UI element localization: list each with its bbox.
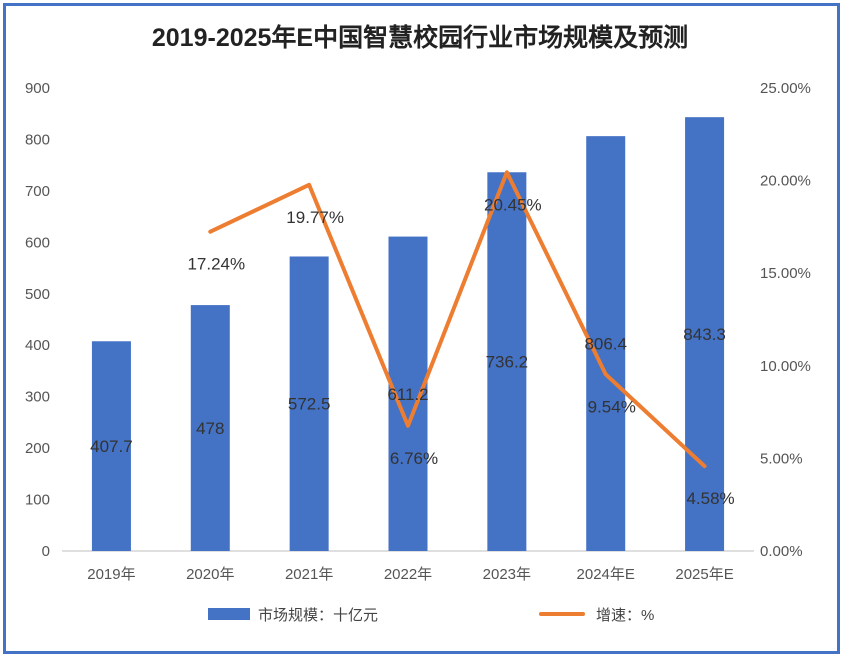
y-left-tick-label: 700 [25,183,50,200]
x-tick-label: 2023年 [483,566,531,583]
y-right-tick-label: 20.00% [760,173,811,190]
x-tick-label: 2025年E [675,566,733,583]
bar-value-label: 478 [196,419,224,438]
growth-value-label: 4.58% [686,489,734,508]
y-right-tick-label: 25.00% [760,80,811,97]
bar-value-label: 806.4 [584,335,627,354]
y-left-tick-label: 100 [25,492,50,509]
x-tick-label: 2022年 [384,566,432,583]
chart-axes: 0 100 200 300 400 500 600 700 800 900 0.00% 5.00% 10… [25,80,811,583]
y-right-tick-label: 0.00% [760,543,803,560]
legend-swatch-bar [208,608,250,620]
bar-series [91,117,725,552]
bar-value-label: 611.2 [387,385,428,404]
bar-value-label: 843.3 [683,325,726,344]
y-left-tick-label: 400 [25,337,50,354]
growth-line [208,170,707,469]
bar-value-label: 736.2 [486,353,529,372]
y-left-tick-label: 800 [25,131,50,148]
y-right-tick-label: 15.00% [760,265,811,282]
bar-value-label: 572.5 [288,395,331,414]
growth-value-label: 6.76% [390,449,438,468]
bar [91,341,131,551]
line-series [208,170,707,469]
chart-title: 2019-2025年E中国智慧校园行业市场规模及预测 [152,23,688,52]
growth-value-label: 20.45% [484,195,542,214]
y-left-tick-label: 600 [25,234,50,251]
growth-value-label: 17.24% [187,255,245,274]
legend: 市场规模：十亿元 增速：% [208,607,654,624]
y-left-tick-label: 300 [25,389,50,406]
data-labels: 407.7 478 572.5 611.2 736.2 806.4 843.3 17.24% 1… [90,195,735,508]
y-left-tick-label: 500 [25,286,50,303]
bar [487,172,527,552]
x-tick-label: 2019年 [87,566,135,583]
bar [190,305,230,551]
legend-label-bar: 市场规模：十亿元 [258,607,378,624]
growth-value-label: 19.77% [286,208,344,227]
bar [685,117,725,551]
bar-value-label: 407.7 [90,437,133,456]
y-left-tick-label: 200 [25,440,50,457]
legend-label-line: 增速：% [596,607,654,624]
x-tick-label: 2021年 [285,566,333,583]
x-tick-label: 2020年 [186,566,234,583]
y-right-tick-label: 10.00% [760,358,811,375]
y-right-tick-label: 5.00% [760,450,803,467]
y-left-tick-label: 0 [42,543,50,560]
x-tick-label: 2024年E [577,566,635,583]
growth-value-label: 9.54% [588,397,636,416]
bar [289,256,329,551]
y-left-tick-label: 900 [25,80,50,97]
